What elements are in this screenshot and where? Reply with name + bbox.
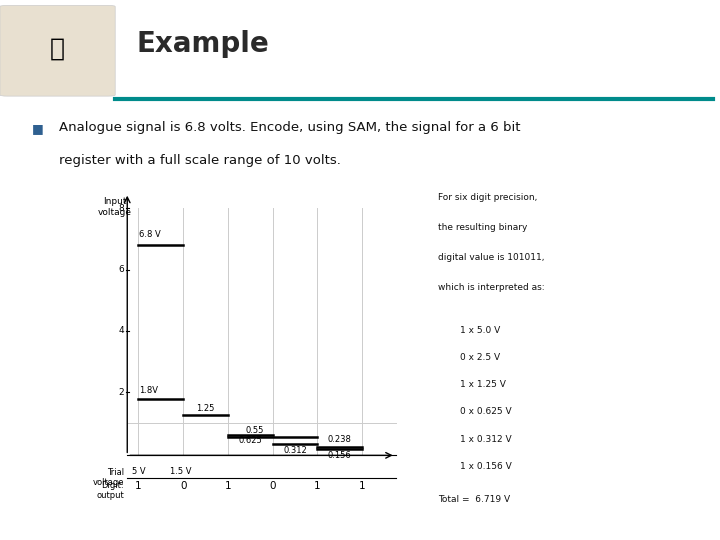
- Text: Digit:
output: Digit: output: [96, 481, 124, 500]
- Text: 0 x 2.5 V: 0 x 2.5 V: [460, 353, 500, 362]
- Text: 1.5 V: 1.5 V: [170, 467, 192, 476]
- Text: Example: Example: [137, 30, 269, 58]
- Text: 1.8V: 1.8V: [140, 386, 158, 395]
- Text: 0.156: 0.156: [328, 451, 351, 460]
- Text: the resulting binary: the resulting binary: [438, 223, 527, 232]
- Text: 6: 6: [118, 265, 124, 274]
- FancyBboxPatch shape: [0, 5, 115, 96]
- Text: 1 x 5.0 V: 1 x 5.0 V: [460, 326, 500, 335]
- Text: 0.238: 0.238: [328, 435, 351, 444]
- Text: 5 V: 5 V: [132, 467, 145, 476]
- Text: 1 x 1.25 V: 1 x 1.25 V: [460, 380, 506, 389]
- Text: which is interpreted as:: which is interpreted as:: [438, 284, 544, 292]
- Text: 2: 2: [119, 388, 124, 397]
- Text: register with a full scale range of 10 volts.: register with a full scale range of 10 v…: [59, 153, 341, 167]
- Text: 4: 4: [119, 327, 124, 335]
- Text: Input
voltage: Input voltage: [98, 198, 132, 217]
- Text: 0: 0: [269, 481, 276, 491]
- Text: 0.312: 0.312: [283, 446, 307, 455]
- Text: 8: 8: [118, 204, 124, 213]
- Text: 1 x 0.156 V: 1 x 0.156 V: [460, 462, 512, 471]
- Text: 1: 1: [314, 481, 320, 491]
- Text: 1 x 0.312 V: 1 x 0.312 V: [460, 435, 512, 443]
- Text: 6.8 V: 6.8 V: [140, 231, 161, 239]
- Text: 1: 1: [135, 481, 142, 491]
- Text: 0.55: 0.55: [246, 426, 264, 435]
- Text: Total =  6.719 V: Total = 6.719 V: [438, 495, 510, 504]
- Text: 0: 0: [180, 481, 186, 491]
- Text: Analogue signal is 6.8 volts. Encode, using SAM, the signal for a 6 bit: Analogue signal is 6.8 volts. Encode, us…: [59, 120, 521, 133]
- Text: Trial
voltage: Trial voltage: [93, 468, 124, 487]
- Text: 1.25: 1.25: [197, 404, 215, 413]
- Text: 1: 1: [359, 481, 365, 491]
- Text: ■: ■: [32, 122, 43, 135]
- Text: 🤖: 🤖: [50, 37, 65, 60]
- Text: 0 x 0.625 V: 0 x 0.625 V: [460, 407, 512, 416]
- Text: 0.625: 0.625: [238, 436, 262, 446]
- Text: For six digit precision,: For six digit precision,: [438, 193, 537, 201]
- Text: digital value is 101011,: digital value is 101011,: [438, 253, 544, 262]
- Text: 1: 1: [225, 481, 231, 491]
